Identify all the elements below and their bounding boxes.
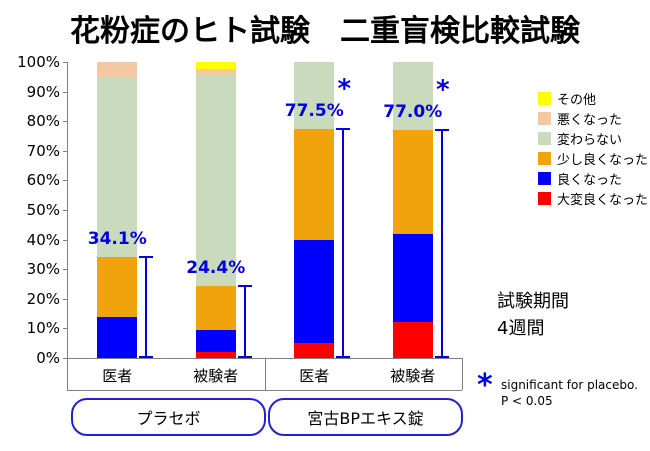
legend-item: 大変良くなった (538, 188, 648, 208)
y-axis-tick-label: 80% (26, 112, 60, 131)
legend-swatch (538, 151, 551, 165)
y-axis-tick-label: 30% (26, 260, 60, 279)
bar-annotation: 34.1% (87, 229, 147, 250)
improvement-bracket-bottom-cap (434, 356, 449, 358)
bar-segment (97, 316, 138, 358)
category-label: 医者 (299, 367, 330, 385)
category-label: 被験者 (193, 367, 239, 385)
legend-item: 悪くなった (538, 108, 648, 128)
legend-label: 悪くなった (557, 112, 623, 128)
improvement-bracket-line (440, 130, 443, 358)
y-axis-tick-mark (63, 121, 68, 123)
y-axis-tick-mark (63, 358, 68, 359)
y-axis-tick-mark (63, 298, 68, 300)
improvement-bracket-top-cap (237, 284, 252, 287)
improvement-bracket-top-cap (139, 256, 154, 259)
bar-segment (97, 257, 138, 317)
bar-segment (392, 322, 433, 358)
group-label-box: 宮古BPエキス錠 (268, 398, 463, 436)
improvement-bracket-line (243, 285, 246, 358)
y-axis-tick-mark (63, 62, 68, 63)
bar-annotation: 24.4% (186, 257, 246, 278)
significance-star: * (435, 75, 450, 106)
y-axis-tick-mark (63, 150, 68, 152)
legend-item: 少し良くなった (538, 148, 648, 168)
legend-label: その他 (557, 92, 597, 108)
significance-footnote-line2: P < 0.05 (501, 394, 553, 409)
y-axis-tick-mark (63, 328, 68, 330)
improvement-bracket-top-cap (434, 129, 449, 132)
improvement-bracket-bottom-cap (336, 356, 351, 358)
trial-period-line2: 4週間 (497, 318, 545, 339)
significance-footnote-line1: significant for placebo. (501, 378, 638, 392)
improvement-bracket-top-cap (336, 127, 351, 130)
legend-swatch (538, 91, 551, 105)
bar-segment (392, 233, 433, 323)
y-axis-tick-label: 50% (26, 201, 60, 219)
bar-segment (392, 62, 433, 131)
legend-swatch (538, 131, 551, 145)
bar-segment (294, 62, 335, 129)
y-axis-tick-mark (63, 180, 68, 182)
y-axis-tick-label: 70% (26, 141, 60, 160)
legend: その他悪くなった変わらない少し良くなった 良くなった大変良くなった (538, 88, 648, 208)
category-label: 被験者 (390, 367, 436, 385)
y-axis-tick-label: 0% (36, 349, 60, 367)
legend-item: 変わらない (538, 128, 648, 148)
bar-segment (97, 62, 138, 77)
category-axis-bottom-line (67, 390, 462, 391)
legend-label: 大変良くなった (557, 192, 649, 208)
group-separator-line (265, 358, 266, 390)
y-axis-tick-label: 60% (26, 171, 60, 190)
y-axis-tick-mark (63, 269, 68, 271)
bar-annotation: 77.0% (383, 102, 443, 123)
y-axis-tick-mark (63, 239, 68, 241)
category-label: 医者 (102, 367, 133, 385)
bar-segment (195, 352, 236, 358)
chart-title: 花粉症のヒト試験 二重盲検比較試験 (70, 14, 580, 49)
significance-footnote-asterisk: * (477, 368, 493, 403)
group-label-box: プラセボ (71, 398, 266, 436)
bar-segment (195, 69, 236, 76)
x-axis-line (67, 358, 462, 359)
improvement-bracket-line (342, 128, 345, 358)
category-axis-right-line (462, 358, 463, 390)
trial-period-note: 試験期間 4週間 (497, 288, 569, 342)
bar-segment (294, 239, 335, 344)
y-axis-line (67, 62, 68, 390)
legend-label: 良くなった (557, 172, 623, 188)
y-axis-tick-label: 10% (26, 319, 60, 338)
improvement-bracket-line (145, 257, 148, 358)
legend-swatch (538, 171, 551, 185)
bar-segment (97, 76, 138, 258)
bar-segment (195, 62, 236, 70)
legend-label: 変わらない (557, 132, 623, 148)
y-axis-tick-label: 40% (26, 230, 60, 249)
bar-annotation: 77.5% (284, 100, 344, 121)
y-axis-tick-label: 20% (26, 289, 60, 308)
y-axis-tick-mark (63, 210, 68, 211)
significance-footnote-text: significant for placebo. P < 0.05 (501, 377, 638, 409)
legend-swatch (538, 191, 551, 205)
bar-segment (294, 128, 335, 240)
trial-period-line1: 試験期間 (497, 291, 569, 312)
y-axis-tick-mark (63, 91, 68, 93)
bar-segment (195, 330, 236, 353)
y-axis-tick-label: 90% (26, 82, 60, 101)
bar-segment (392, 130, 433, 234)
bar-segment (195, 75, 236, 286)
legend-item: その他 (538, 88, 648, 108)
bar-segment (195, 285, 236, 331)
bar-segment (294, 343, 335, 358)
legend-swatch (538, 111, 551, 125)
legend-label: 少し良くなった (557, 152, 649, 168)
y-axis-tick-label: 100% (17, 53, 60, 71)
significance-star: * (337, 73, 352, 104)
improvement-bracket-bottom-cap (237, 356, 252, 358)
legend-item: 良くなった (538, 168, 648, 188)
improvement-bracket-bottom-cap (139, 356, 154, 358)
